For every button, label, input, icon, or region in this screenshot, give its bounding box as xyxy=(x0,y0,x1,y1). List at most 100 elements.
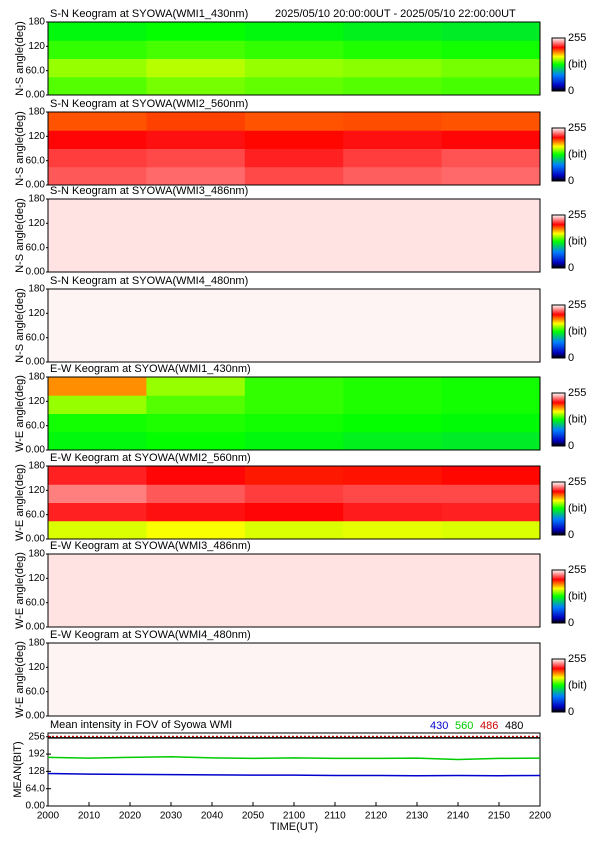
heatmap-cell xyxy=(343,166,443,186)
heatmap-cell xyxy=(343,395,443,414)
heatmap-cell xyxy=(244,166,344,186)
colorbar-tick-label: 255 xyxy=(568,299,586,311)
heatmap-cell xyxy=(244,697,344,717)
heatmap-cell xyxy=(441,289,541,308)
heatmap-cell xyxy=(244,466,344,485)
colorbar xyxy=(551,569,566,624)
panel-title: E-W Keogram at SYOWA(WMI1_430nm) xyxy=(50,363,251,375)
x-tick-label: 2050 xyxy=(242,811,265,822)
heatmap-cell xyxy=(146,502,246,522)
heatmap-cell xyxy=(48,148,147,168)
colorbar-tick-label: 255 xyxy=(568,32,586,44)
heatmap-cell xyxy=(146,679,246,699)
panel-frame xyxy=(47,21,541,96)
heatmap-cell xyxy=(441,112,541,131)
heatmap-cell xyxy=(244,58,344,78)
y-axis-label: N-S angle(deg) xyxy=(14,21,26,96)
heatmap-cell xyxy=(441,199,541,218)
heatmap-cell xyxy=(48,395,147,414)
heatmap-cell xyxy=(343,431,443,451)
colorbar xyxy=(551,658,566,713)
heatmap-cell xyxy=(48,58,147,78)
panel-frame xyxy=(47,198,541,273)
heatmap-cell xyxy=(48,289,147,308)
heatmap-cell xyxy=(441,466,541,485)
heatmap-cell xyxy=(441,395,541,414)
legend-entry: 560 xyxy=(455,720,473,732)
x-tick-label: 2110 xyxy=(324,811,346,822)
colorbar-label: (bit) xyxy=(568,590,587,602)
heatmap-cell xyxy=(146,253,246,273)
colorbar-label: (bit) xyxy=(568,325,587,337)
panel-frame xyxy=(47,111,541,186)
colorbar xyxy=(551,481,566,536)
x-tick-label: 2130 xyxy=(406,811,429,822)
heatmap-cell xyxy=(48,643,147,662)
colorbar-tick-label: 255 xyxy=(568,653,586,665)
colorbar-tick-label: 255 xyxy=(568,122,586,134)
legend-entry: 486 xyxy=(480,720,498,732)
colorbar-tick-label: 255 xyxy=(568,564,586,576)
heatmap-cell xyxy=(343,520,443,540)
heatmap-cell xyxy=(244,431,344,451)
heatmap-cell xyxy=(441,40,541,59)
heatmap-cell xyxy=(441,325,541,345)
heatmap-cell xyxy=(48,377,147,396)
heatmap-cell xyxy=(48,217,147,236)
heatmap-cell xyxy=(244,112,344,131)
y-tick-label: 0.00 xyxy=(26,622,46,633)
heatmap-cell xyxy=(146,608,246,628)
heatmap-cell xyxy=(48,130,147,149)
panel-title: Mean intensity in FOV of Syowa WMI xyxy=(50,719,232,731)
y-tick-label: 0.00 xyxy=(26,90,46,101)
heatmap-cell xyxy=(146,431,246,451)
heatmap-cell xyxy=(48,520,147,540)
heatmap-cell xyxy=(343,253,443,273)
heatmap-cell xyxy=(48,166,147,186)
heatmap-cell xyxy=(48,112,147,131)
heatmap-cell xyxy=(343,112,443,131)
heatmap-cell xyxy=(48,679,147,699)
panel-title: E-W Keogram at SYOWA(WMI4_480nm) xyxy=(50,629,251,641)
heatmap-cell xyxy=(441,572,541,591)
heatmap-cell xyxy=(146,554,246,573)
panel-title: E-W Keogram at SYOWA(WMI2_560nm) xyxy=(50,452,251,464)
heatmap-cell xyxy=(441,148,541,168)
colorbar-tick-label: 255 xyxy=(568,387,586,399)
heatmap-cell xyxy=(146,130,246,149)
heatmap-cell xyxy=(441,679,541,699)
panel-frame xyxy=(47,288,541,363)
y-tick-label: 192 xyxy=(28,749,45,760)
colorbar-tick-label: 0 xyxy=(568,85,574,97)
x-tick-label: 2040 xyxy=(201,811,224,822)
y-tick-label: 0.00 xyxy=(26,534,46,545)
heatmap-cell xyxy=(48,431,147,451)
heatmap-cell xyxy=(244,484,344,503)
heatmap-cell xyxy=(146,377,246,396)
colorbar-label: (bit) xyxy=(568,413,587,425)
heatmap-cell xyxy=(48,413,147,433)
heatmap-cell xyxy=(48,199,147,218)
x-tick-label: 2010 xyxy=(78,811,101,822)
heatmap-cell xyxy=(343,484,443,503)
heatmap-cell xyxy=(146,643,246,662)
heatmap-cell xyxy=(441,413,541,433)
heatmap-cell xyxy=(146,76,246,96)
panel-title: E-W Keogram at SYOWA(WMI3_486nm) xyxy=(50,540,251,552)
heatmap-cell xyxy=(146,484,246,503)
heatmap-cell xyxy=(146,148,246,168)
colorbar-label: (bit) xyxy=(568,148,587,160)
heatmap-cell xyxy=(146,22,246,41)
heatmap-cell xyxy=(244,253,344,273)
heatmap-cell xyxy=(244,395,344,414)
y-tick-label: 60.0 xyxy=(26,65,46,76)
y-tick-label: 180 xyxy=(28,107,45,118)
heatmap-cell xyxy=(343,76,443,96)
heatmap-cell xyxy=(146,590,246,610)
heatmap-cell xyxy=(343,40,443,59)
heatmap-cell xyxy=(48,307,147,326)
heatmap-cell xyxy=(343,199,443,218)
heatmap-cell xyxy=(441,343,541,363)
heatmap-cell xyxy=(244,661,344,680)
